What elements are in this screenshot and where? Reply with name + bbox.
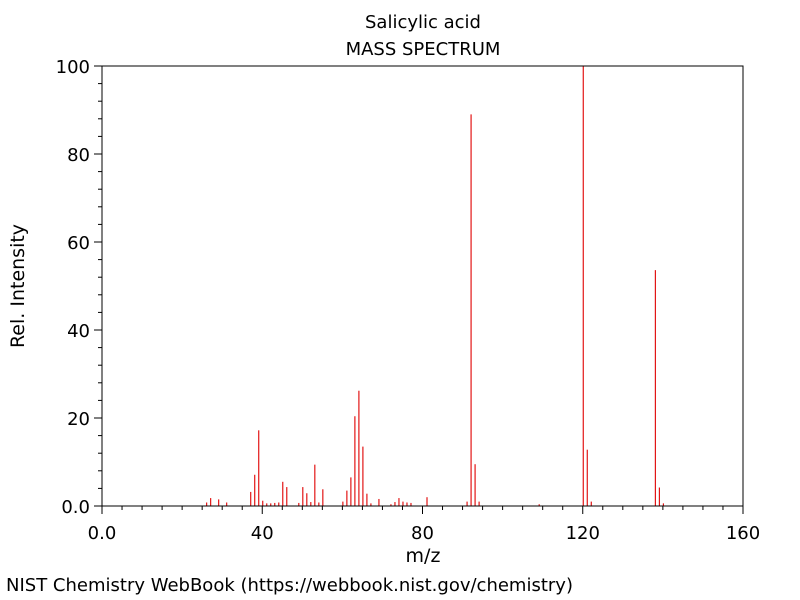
x-axis-ticks: 0.0 40 80 120 160 [88, 506, 760, 544]
peak-bars [206, 66, 664, 506]
minor-ticks [98, 83, 724, 510]
chart-title: Salicylic acid [365, 12, 481, 33]
y-axis-label: Rel. Intensity [7, 224, 29, 348]
x-tick-label: 120 [566, 523, 600, 544]
x-tick-label: 80 [411, 523, 434, 544]
x-tick-label: 0.0 [88, 523, 117, 544]
y-tick-label: 60 [67, 233, 90, 254]
y-tick-label: 0.0 [61, 497, 90, 518]
y-tick-label: 100 [56, 57, 90, 78]
source-footer: NIST Chemistry WebBook (https://webbook.… [6, 575, 573, 596]
x-tick-label: 160 [726, 523, 760, 544]
y-tick-label: 40 [67, 321, 90, 342]
x-axis-label: m/z [406, 545, 441, 567]
plot-frame [101, 65, 744, 507]
chart-subtitle: MASS SPECTRUM [346, 39, 501, 60]
y-tick-label: 20 [67, 409, 90, 430]
y-tick-label: 80 [67, 145, 90, 166]
y-axis-ticks: 0.0 20 40 60 80 100 [56, 57, 102, 518]
x-tick-label: 40 [251, 523, 274, 544]
